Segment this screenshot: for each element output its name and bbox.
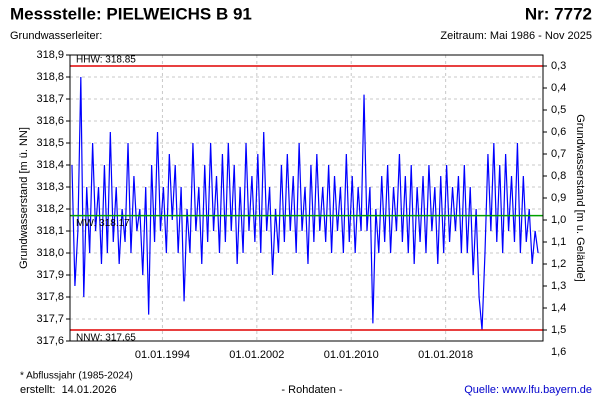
y-tick-label: 318,6 xyxy=(36,115,64,127)
x-tick-label: 01.01.1994 xyxy=(135,349,190,361)
reference-label: NNW: 317.65 xyxy=(76,333,136,344)
y-tick-label: 318,4 xyxy=(36,159,64,171)
y2-tick-label: 0,3 xyxy=(551,60,566,72)
y-tick-label: 318,0 xyxy=(36,247,64,259)
y-tick-label: 318,1 xyxy=(36,225,64,237)
y-tick-label: 318,9 xyxy=(36,49,64,61)
y2-tick-label: 1,1 xyxy=(551,236,566,248)
y2-tick-label: 1,5 xyxy=(551,324,566,336)
x-tick-label: 01.01.2010 xyxy=(324,349,379,361)
plot-frame xyxy=(69,54,544,342)
y-tick-label: 318,8 xyxy=(36,71,64,83)
y2-tick-label: 1,6 xyxy=(551,346,566,358)
y2-tick-label: 0,7 xyxy=(551,148,566,160)
y2-tick-label: 0,5 xyxy=(551,104,566,116)
series-line xyxy=(71,76,539,331)
y2-tick-label: 0,6 xyxy=(551,126,566,138)
y2-tick-label: 1,4 xyxy=(551,302,566,314)
aquifer-label: Grundwasserleiter: xyxy=(10,30,102,42)
y2-tick-label: 0,9 xyxy=(551,192,566,204)
y2-tick-label: 1,3 xyxy=(551,280,566,292)
x-tick-label: 01.01.2018 xyxy=(418,349,473,361)
y-tick-label: 317,9 xyxy=(36,269,64,281)
period-label: Zeitraum: Mai 1986 - Nov 2025 xyxy=(440,30,592,42)
y-tick-label: 317,6 xyxy=(36,335,64,347)
y2-tick-label: 0,8 xyxy=(551,170,566,182)
created-date: erstellt: 14.01.2026 xyxy=(20,384,117,396)
y2-tick-label: 1,0 xyxy=(551,214,566,226)
y2-axis-label: Grundwasserstand [m u. Gelände] xyxy=(574,114,586,282)
footnote: * Abflussjahr (1985-2024) xyxy=(20,371,133,382)
y-tick-label: 317,8 xyxy=(36,291,64,303)
reference-label: HHW: 318.85 xyxy=(76,55,136,66)
y-tick-label: 318,2 xyxy=(36,203,64,215)
source-link[interactable]: Quelle: www.lfu.bayern.de xyxy=(464,384,592,396)
y2-tick-label: 0,4 xyxy=(551,82,566,94)
x-tick-label: 01.01.2002 xyxy=(229,349,284,361)
y-tick-label: 318,7 xyxy=(36,93,64,105)
chart-title: Messstelle: PIELWEICHS B 91 xyxy=(10,4,252,23)
y-axis-label: Grundwasserstand [m ü. NN] xyxy=(18,127,30,269)
y2-tick-label: 1,2 xyxy=(551,258,566,270)
data-note: - Rohdaten - xyxy=(281,384,342,396)
station-number: Nr: 7772 xyxy=(525,4,592,23)
y-tick-label: 318,5 xyxy=(36,137,64,149)
y-tick-label: 318,3 xyxy=(36,181,64,193)
y-tick-label: 317,7 xyxy=(36,313,64,325)
reference-label: MW: 318.17 xyxy=(76,218,130,229)
